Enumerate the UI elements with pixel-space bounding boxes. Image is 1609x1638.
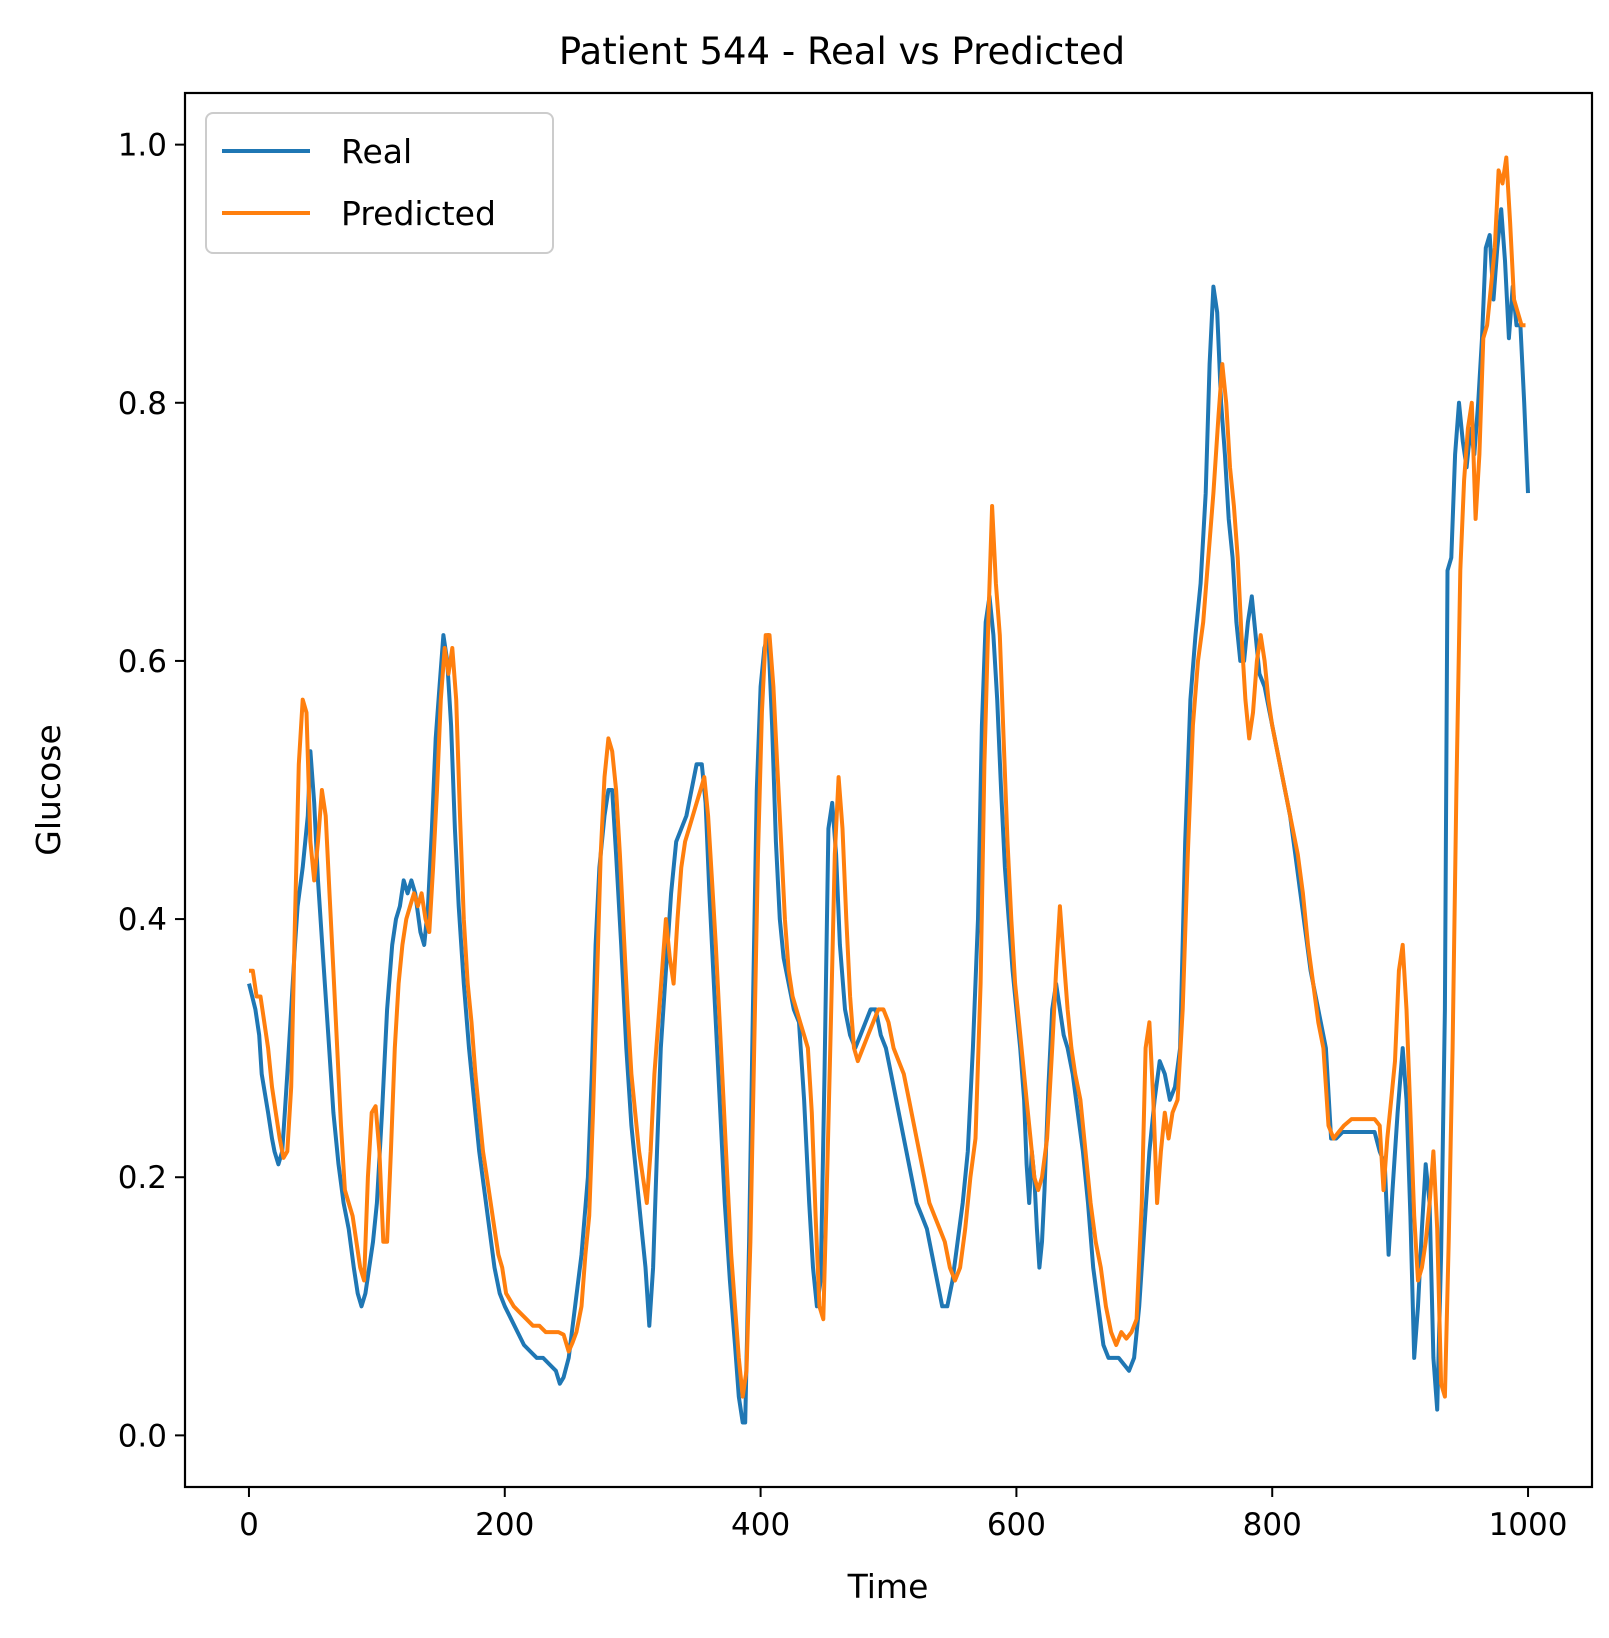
x-tick-label: 600 bbox=[987, 1507, 1046, 1543]
x-tick-label: 200 bbox=[475, 1507, 534, 1543]
plot-frame bbox=[183, 91, 1594, 1489]
x-tick-label: 0 bbox=[239, 1507, 259, 1543]
x-tick-label: 1000 bbox=[1489, 1507, 1568, 1543]
y-axis-label: Glucose bbox=[29, 724, 68, 855]
y-tick-label: 0.0 bbox=[118, 1418, 167, 1454]
y-tick-label: 1.0 bbox=[118, 128, 167, 164]
legend-label-predicted: Predicted bbox=[341, 194, 496, 233]
y-tick-label: 0.4 bbox=[118, 902, 167, 938]
x-tick-label: 800 bbox=[1243, 1507, 1302, 1543]
y-tick-label: 0.8 bbox=[118, 386, 167, 422]
legend: Real Predicted bbox=[205, 112, 554, 254]
chart-title: Patient 544 - Real vs Predicted bbox=[559, 30, 1125, 73]
legend-label-real: Real bbox=[341, 132, 412, 171]
y-tick-label: 0.2 bbox=[118, 1160, 167, 1196]
x-axis-label: Time bbox=[847, 1567, 929, 1606]
y-tick-label: 0.6 bbox=[118, 644, 167, 680]
x-axis: 0 200 400 600 800 1000 bbox=[239, 1487, 1567, 1543]
x-tick-label: 400 bbox=[731, 1507, 790, 1543]
legend-box bbox=[205, 112, 554, 254]
series-layer bbox=[247, 155, 1530, 1425]
y-axis: 0.0 0.2 0.4 0.6 0.8 1.0 bbox=[118, 128, 185, 1454]
series-line-predicted bbox=[249, 155, 1526, 1399]
